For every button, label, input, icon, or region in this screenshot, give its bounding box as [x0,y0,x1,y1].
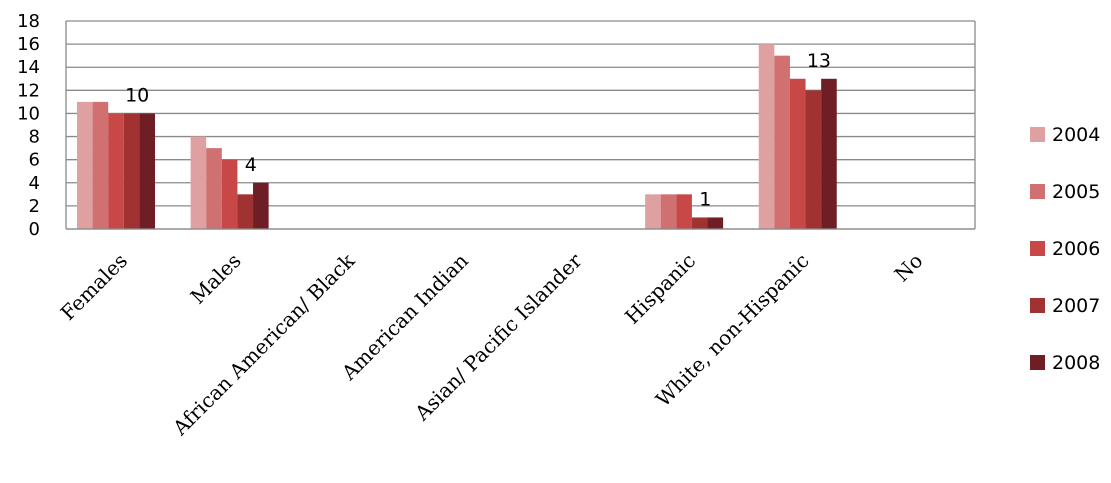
bar-2005-5 [660,194,677,229]
legend-swatch-2004 [1030,127,1045,142]
bar-2008-6 [821,78,837,230]
bars [77,44,837,230]
bar-2005-6 [774,55,790,229]
legend-label: 2008 [1052,352,1100,374]
bar-2007-6 [805,90,822,229]
y-tick-label: 6 [29,150,40,171]
bar-2006-0 [108,113,124,229]
x-category-label: Hispanic [620,249,700,329]
bar-2008-0 [139,113,155,229]
data-label: 10 [125,84,149,106]
legend-swatch-2008 [1030,355,1045,370]
bar-2008-5 [707,217,724,229]
x-category-label: African American/ Black [167,248,360,441]
x-category-label: Females [56,249,132,325]
bar-2006-6 [789,78,806,230]
x-category-label: Males [186,249,246,309]
y-tick-label: 0 [29,219,40,240]
bar-2008-1 [253,182,269,229]
data-labels: 10 4 1 13 [125,50,831,211]
legend: 2004 2005 2006 2007 2008 [1030,124,1100,374]
bar-2007-5 [691,217,708,229]
data-label: 13 [807,50,831,72]
bar-2006-1 [221,159,238,229]
y-tick-label: 10 [17,103,40,124]
y-tick-label: 2 [29,196,40,217]
data-label: 4 [245,154,257,176]
bar-2006-5 [676,194,692,229]
bar-2007-1 [237,194,254,229]
y-tick-label: 8 [29,127,40,148]
bar-2007-0 [123,113,140,229]
legend-swatch-2007 [1030,298,1045,313]
y-tick-label: 18 [17,11,40,32]
legend-swatch-2005 [1030,184,1045,199]
y-tick-label: 12 [17,80,40,101]
x-category-label: No [890,249,928,287]
bar-2005-1 [206,148,222,229]
bar-2004-0 [77,101,93,229]
legend-label: 2004 [1052,124,1100,146]
legend-label: 2005 [1052,181,1100,203]
y-tick-label: 4 [29,173,40,194]
bar-2005-0 [92,101,109,229]
y-tick-label: 16 [17,34,40,55]
bar-2004-5 [645,194,661,229]
axes [65,21,976,230]
legend-label: 2006 [1052,238,1100,260]
legend-label: 2007 [1052,295,1100,317]
y-tick-label: 14 [17,57,40,78]
legend-swatch-2006 [1030,241,1045,256]
data-label: 1 [699,188,711,210]
bar-2004-6 [758,44,775,229]
bar-2004-1 [190,136,207,229]
